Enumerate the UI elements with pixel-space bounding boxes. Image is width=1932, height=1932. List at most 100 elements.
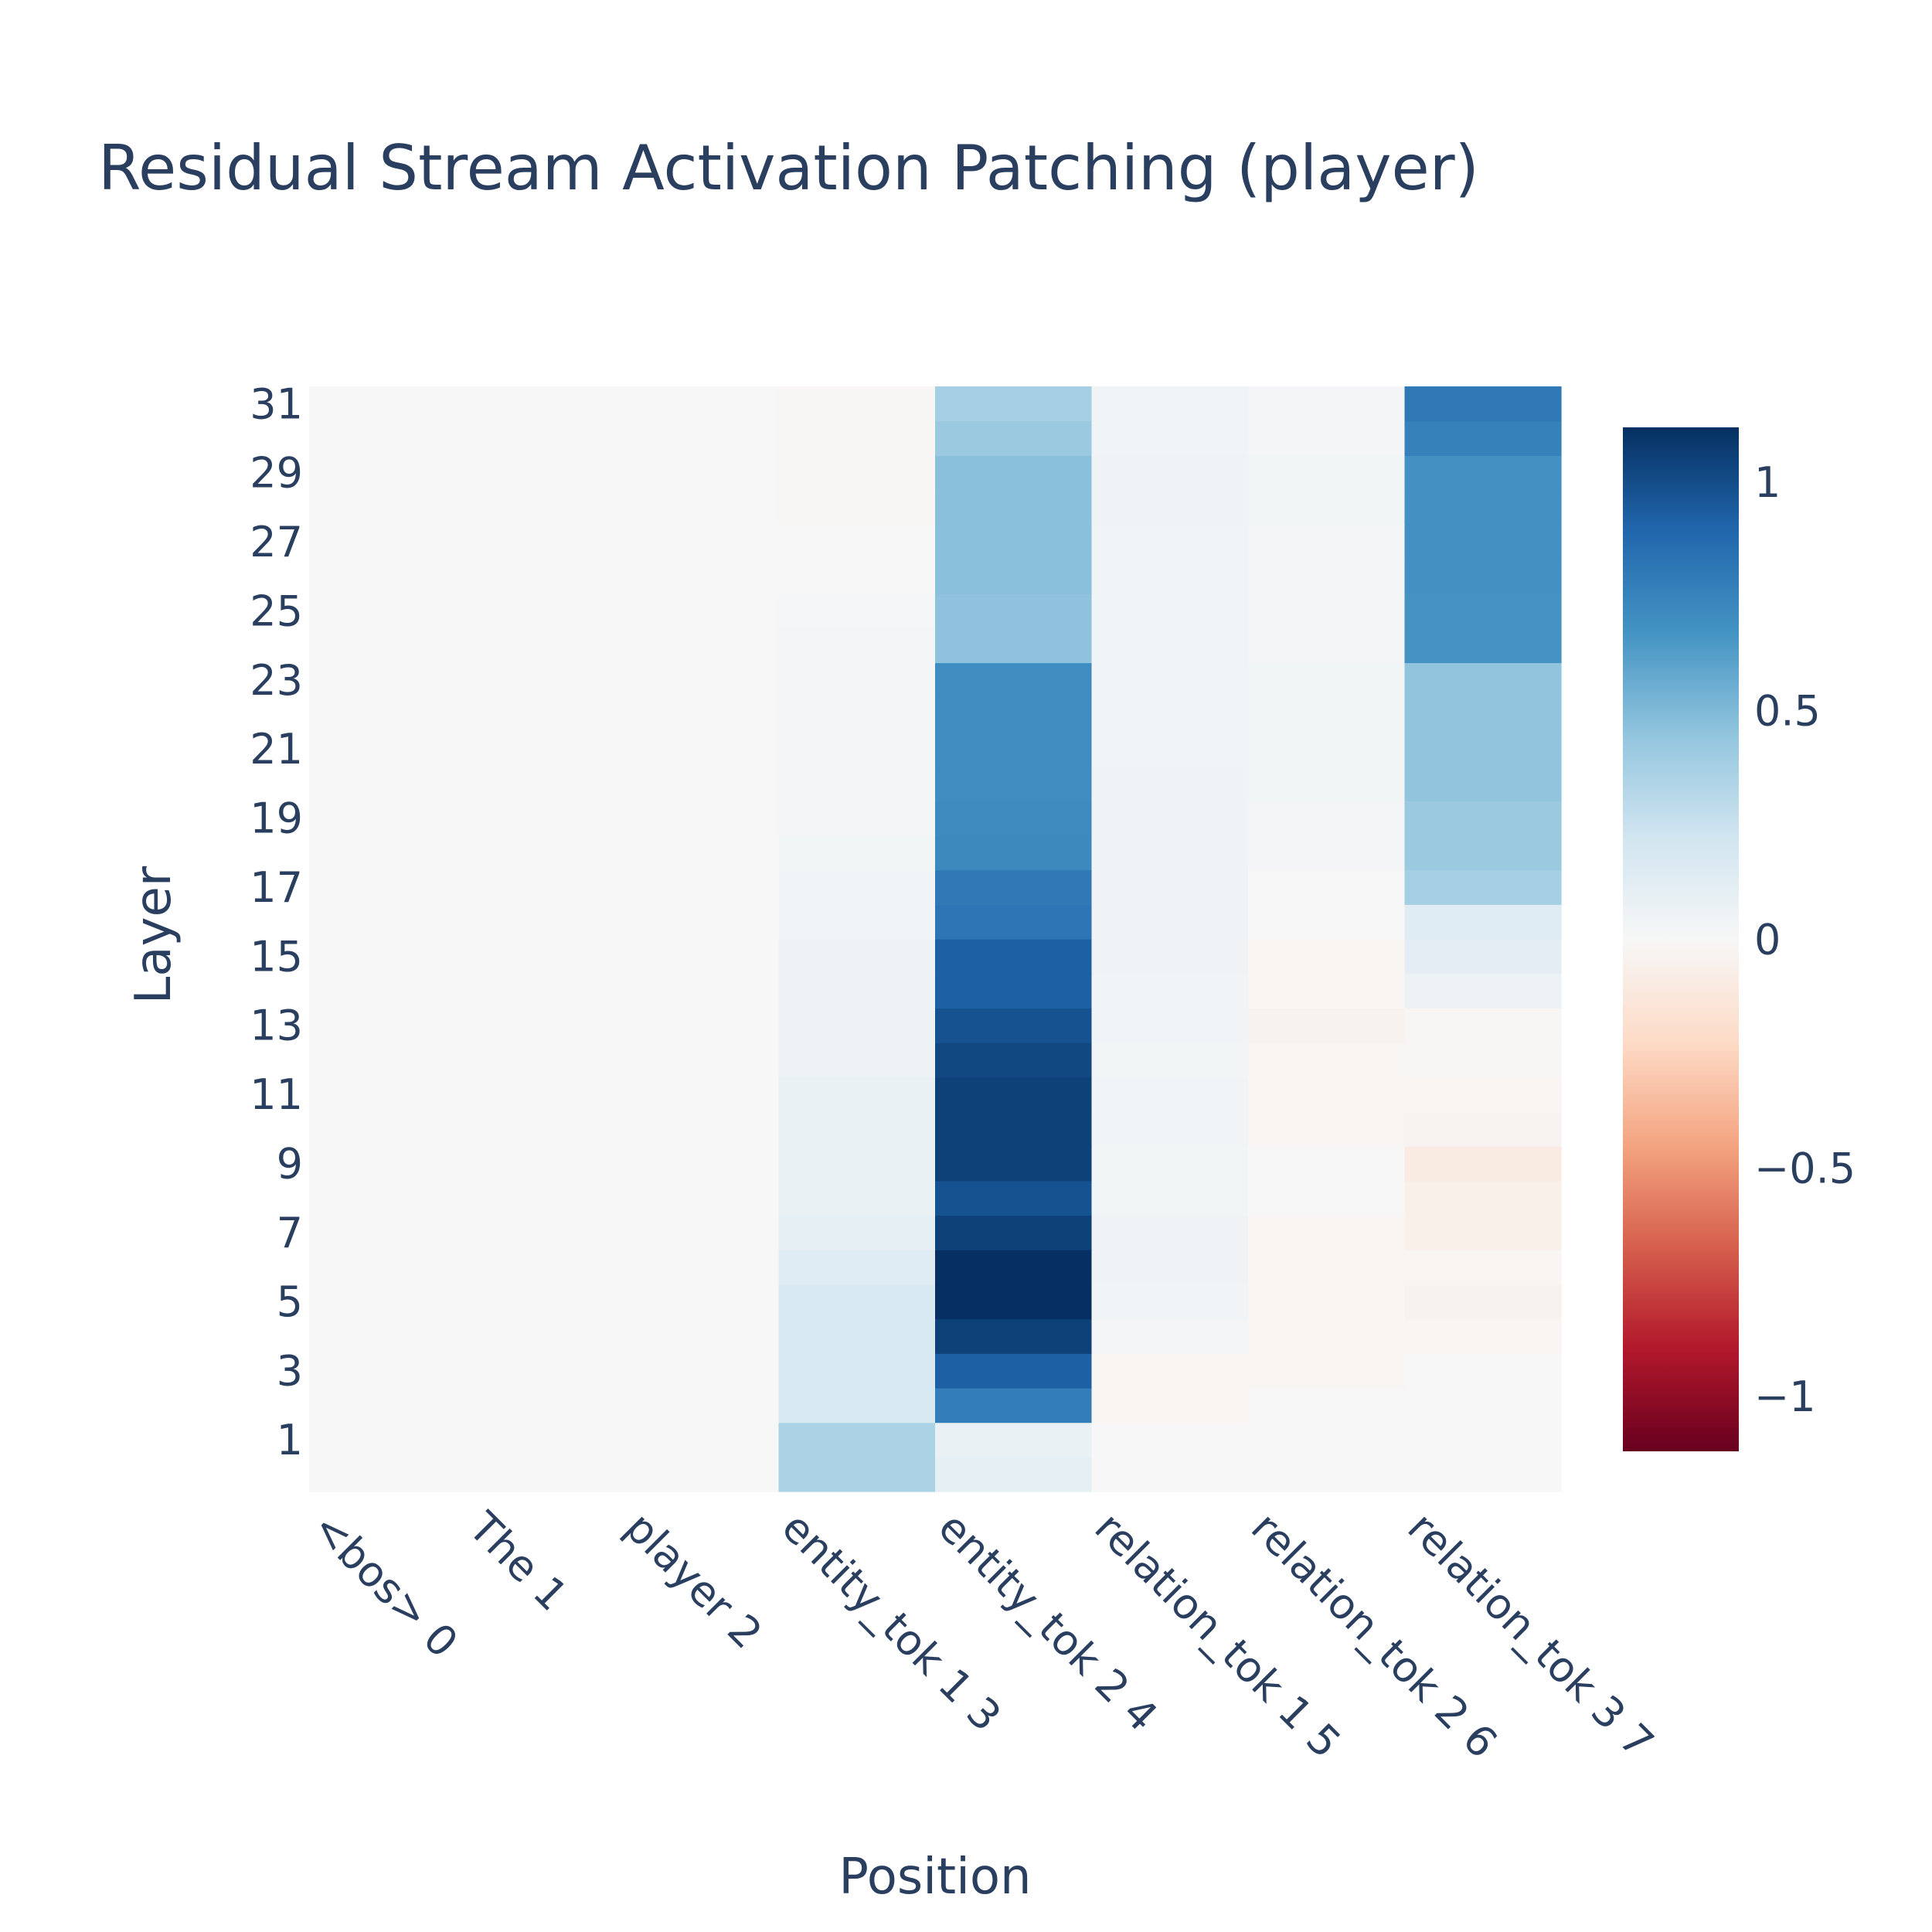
colorbar-tick-label: −0.5 xyxy=(1754,1144,1855,1192)
heatmap-cell xyxy=(622,1250,780,1285)
heatmap-cell xyxy=(1248,1008,1406,1043)
heatmap-cell xyxy=(1248,1318,1406,1354)
heatmap-cell xyxy=(622,1422,780,1458)
heatmap-cell xyxy=(778,1215,936,1250)
heatmap-cell xyxy=(622,1111,780,1147)
heatmap-cell xyxy=(935,904,1093,940)
heatmap-cell xyxy=(309,1457,467,1492)
heatmap-cell xyxy=(1091,1457,1249,1492)
heatmap-cell xyxy=(778,766,936,801)
x-axis-title: Position xyxy=(838,1849,1031,1906)
heatmap-cell xyxy=(778,386,936,422)
heatmap-cell xyxy=(778,1387,936,1423)
heatmap-cell xyxy=(309,1180,467,1216)
colorbar-tick-label: 1 xyxy=(1754,458,1781,507)
heatmap-cell xyxy=(1248,1284,1406,1320)
heatmap-cell xyxy=(309,697,467,733)
heatmap-cell xyxy=(935,835,1093,871)
heatmap-cell xyxy=(622,524,780,560)
heatmap-cell xyxy=(309,559,467,594)
heatmap-cell xyxy=(935,1077,1093,1113)
heatmap-cell xyxy=(465,1457,623,1492)
heatmap-cell xyxy=(622,1318,780,1354)
heatmap-cell xyxy=(622,697,780,733)
heatmap-cell xyxy=(778,801,936,836)
heatmap-cell xyxy=(309,1422,467,1458)
heatmap-cell xyxy=(1091,1111,1249,1147)
heatmap-cell xyxy=(309,1284,467,1320)
heatmap-cell xyxy=(1404,1215,1562,1250)
heatmap-cell xyxy=(778,524,936,560)
y-tick-label: 5 xyxy=(277,1277,303,1326)
heatmap-cell xyxy=(1091,628,1249,664)
heatmap-cell xyxy=(1248,1215,1406,1250)
heatmap-cell xyxy=(465,904,623,940)
heatmap-cell xyxy=(778,1043,936,1078)
heatmap-cell xyxy=(778,1111,936,1147)
heatmap-cell xyxy=(622,455,780,491)
heatmap-cell xyxy=(935,628,1093,664)
heatmap-cell xyxy=(309,594,467,629)
heatmap-cell xyxy=(465,386,623,422)
heatmap-cell xyxy=(465,1318,623,1354)
heatmap-cell xyxy=(465,697,623,733)
heatmap-cell xyxy=(622,628,780,664)
colorbar-tick-label: 0 xyxy=(1754,916,1781,964)
heatmap-cell xyxy=(1404,1111,1562,1147)
heatmap-cell xyxy=(935,420,1093,456)
heatmap-cell xyxy=(935,1353,1093,1389)
heatmap-cell xyxy=(622,835,780,871)
heatmap-cell xyxy=(465,1008,623,1043)
heatmap-cell xyxy=(1248,697,1406,733)
heatmap-cell xyxy=(778,973,936,1009)
heatmap-cell xyxy=(465,524,623,560)
heatmap-cell xyxy=(622,594,780,629)
heatmap-cell xyxy=(1404,1284,1562,1320)
heatmap-cell xyxy=(465,1422,623,1458)
heatmap-cell xyxy=(309,524,467,560)
heatmap-cell xyxy=(465,835,623,871)
heatmap-cell xyxy=(309,869,467,905)
heatmap-cell xyxy=(778,904,936,940)
heatmap-cell xyxy=(309,801,467,836)
heatmap-cell xyxy=(309,835,467,871)
heatmap-cell xyxy=(935,1043,1093,1078)
y-tick-label: 31 xyxy=(250,379,303,428)
heatmap-cell xyxy=(1248,973,1406,1009)
heatmap-cell xyxy=(1091,1387,1249,1423)
y-tick-label: 3 xyxy=(277,1347,303,1396)
heatmap-cell xyxy=(309,1250,467,1285)
heatmap-cell xyxy=(465,1250,623,1285)
heatmap-cell xyxy=(309,420,467,456)
heatmap-cell xyxy=(1091,731,1249,767)
heatmap-cell xyxy=(935,766,1093,801)
heatmap-cell xyxy=(622,904,780,940)
heatmap-cell xyxy=(1404,973,1562,1009)
heatmap-cell xyxy=(935,697,1093,733)
y-tick-label: 17 xyxy=(250,863,303,912)
heatmap-cell xyxy=(465,801,623,836)
heatmap-cell xyxy=(778,1353,936,1389)
heatmap-cell xyxy=(1248,1077,1406,1113)
heatmap-cell xyxy=(1404,594,1562,629)
heatmap-cell xyxy=(778,1284,936,1320)
heatmap-cell xyxy=(778,662,936,698)
heatmap-cell xyxy=(465,939,623,975)
heatmap-cell xyxy=(1248,628,1406,664)
heatmap-cell xyxy=(1248,835,1406,871)
heatmap-cell xyxy=(1091,973,1249,1009)
heatmap-cell xyxy=(465,1077,623,1113)
heatmap-cell xyxy=(935,869,1093,905)
heatmap-cell xyxy=(1091,420,1249,456)
heatmap-cell xyxy=(1091,1077,1249,1113)
heatmap-cell xyxy=(778,1008,936,1043)
heatmap-cell xyxy=(935,490,1093,526)
heatmap-cell xyxy=(1248,1043,1406,1078)
heatmap-cell xyxy=(1091,386,1249,422)
heatmap-cell xyxy=(1091,869,1249,905)
heatmap-cell xyxy=(465,1043,623,1078)
colorbar-tick-label: −1 xyxy=(1754,1372,1816,1421)
heatmap-cell xyxy=(935,1387,1093,1423)
